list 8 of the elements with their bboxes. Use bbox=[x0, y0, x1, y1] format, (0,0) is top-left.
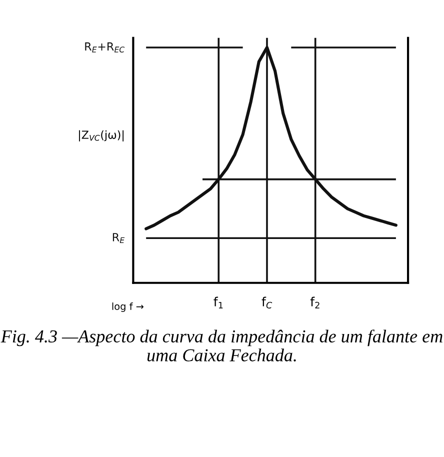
y-axis-title: |Z$_{VC}$(jω)| bbox=[79, 130, 124, 142]
x-tick-label: f$_{2}$ bbox=[310, 296, 320, 308]
x-axis-title: log f → bbox=[112, 302, 144, 312]
series-label: R$_{E}$ bbox=[112, 233, 125, 244]
x-tick-label: f$_{C}$ bbox=[262, 296, 272, 308]
x-tick-label: f$_{1}$ bbox=[214, 296, 223, 308]
series-label: R$_{E}$+R$_{EC}$ bbox=[85, 42, 125, 52]
caption: Fig. 4.3 —Aspecto da curva da impedância de um falante em uma Caixa Fechada. bbox=[0, 330, 442, 362]
